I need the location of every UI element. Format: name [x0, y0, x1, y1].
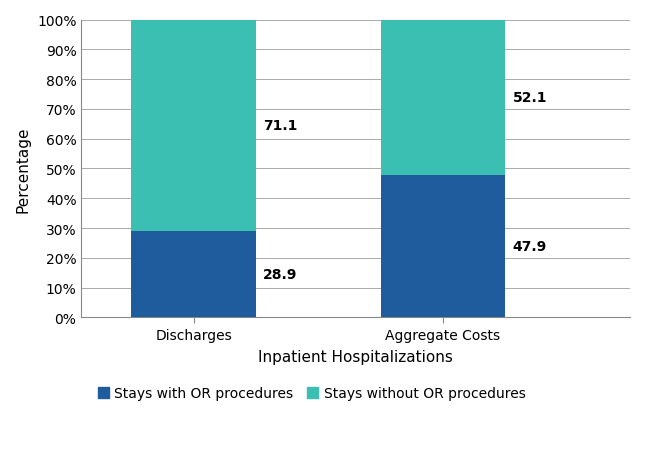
- Y-axis label: Percentage: Percentage: [15, 126, 30, 212]
- Bar: [381, 175, 505, 318]
- Legend: Stays with OR procedures, Stays without OR procedures: Stays with OR procedures, Stays without …: [92, 381, 531, 406]
- Bar: [381, 20, 505, 175]
- Text: 71.1: 71.1: [263, 119, 298, 133]
- Text: 52.1: 52.1: [513, 91, 547, 105]
- Bar: [131, 20, 256, 232]
- Bar: [131, 232, 256, 318]
- Text: 28.9: 28.9: [263, 268, 298, 282]
- X-axis label: Inpatient Hospitalizations: Inpatient Hospitalizations: [258, 349, 453, 364]
- Text: 47.9: 47.9: [513, 239, 547, 254]
